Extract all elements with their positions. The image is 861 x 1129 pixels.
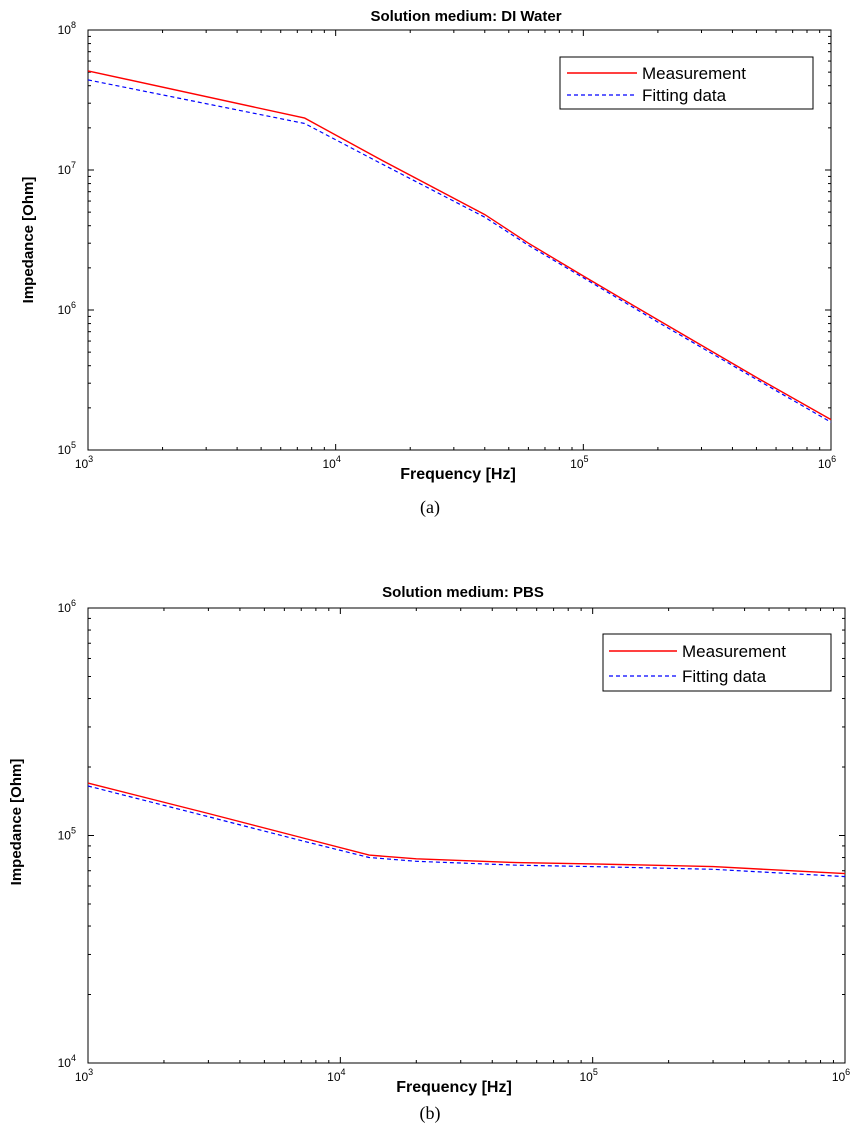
legend: Measurement Fitting data [559, 56, 814, 110]
chart-panel-a: Solution medium: DI Water 103 104 105 106 1… [20, 8, 836, 518]
y-tick-label: 106 [58, 300, 76, 317]
series-lines [87, 70, 832, 423]
legend-box [559, 56, 814, 110]
x-tick-label: 104 [327, 1067, 345, 1084]
legend: Measurement Fitting data [602, 633, 832, 692]
chart-title: Solution medium: PBS [382, 584, 544, 601]
y-tick-label: 108 [58, 20, 76, 37]
panel-caption: (b) [420, 1103, 441, 1124]
legend-box [602, 633, 832, 692]
series-line-measurement [87, 70, 832, 421]
series-line-fitting-data [87, 785, 846, 878]
x-axis-label: Frequency [Hz] [400, 466, 516, 483]
panel-caption: (a) [420, 497, 440, 518]
legend-label-measurement: Measurement [642, 64, 746, 83]
x-tick-label: 105 [570, 454, 588, 471]
x-tick-labels: 103 104 105 106 [75, 454, 836, 471]
x-tick-label: 104 [322, 454, 340, 471]
y-axis-label: Impedance [Ohm] [8, 759, 25, 886]
y-tick-label: 106 [58, 598, 76, 615]
y-tick-label: 105 [58, 440, 76, 457]
x-tick-label: 105 [579, 1067, 597, 1084]
x-axis-label: Frequency [Hz] [396, 1079, 512, 1096]
series-line-measurement [87, 782, 846, 875]
series-line-fitting-data [87, 79, 832, 423]
x-tick-labels: 103 104 105 106 [75, 1067, 850, 1084]
y-tick-labels: 105 106 107 108 [58, 20, 76, 457]
y-tick-label: 105 [58, 826, 76, 843]
x-tick-label: 103 [75, 454, 93, 471]
y-axis-label: Impedance [Ohm] [20, 177, 37, 304]
y-tick-labels: 104 105 106 [58, 598, 76, 1070]
y-tick-label: 107 [58, 160, 76, 177]
y-tick-label: 104 [58, 1053, 76, 1070]
series-lines [87, 782, 846, 878]
x-tick-label: 103 [75, 1067, 93, 1084]
chart-panel-b: Solution medium: PBS 103 104 105 106 104105… [8, 584, 850, 1124]
x-tick-label: 106 [832, 1067, 850, 1084]
legend-label-fitting: Fitting data [642, 86, 727, 105]
chart-title: Solution medium: DI Water [370, 8, 561, 25]
legend-label-fitting: Fitting data [682, 667, 767, 686]
x-tick-label: 106 [818, 454, 836, 471]
tick-marks [87, 608, 845, 1064]
legend-label-measurement: Measurement [682, 642, 786, 661]
